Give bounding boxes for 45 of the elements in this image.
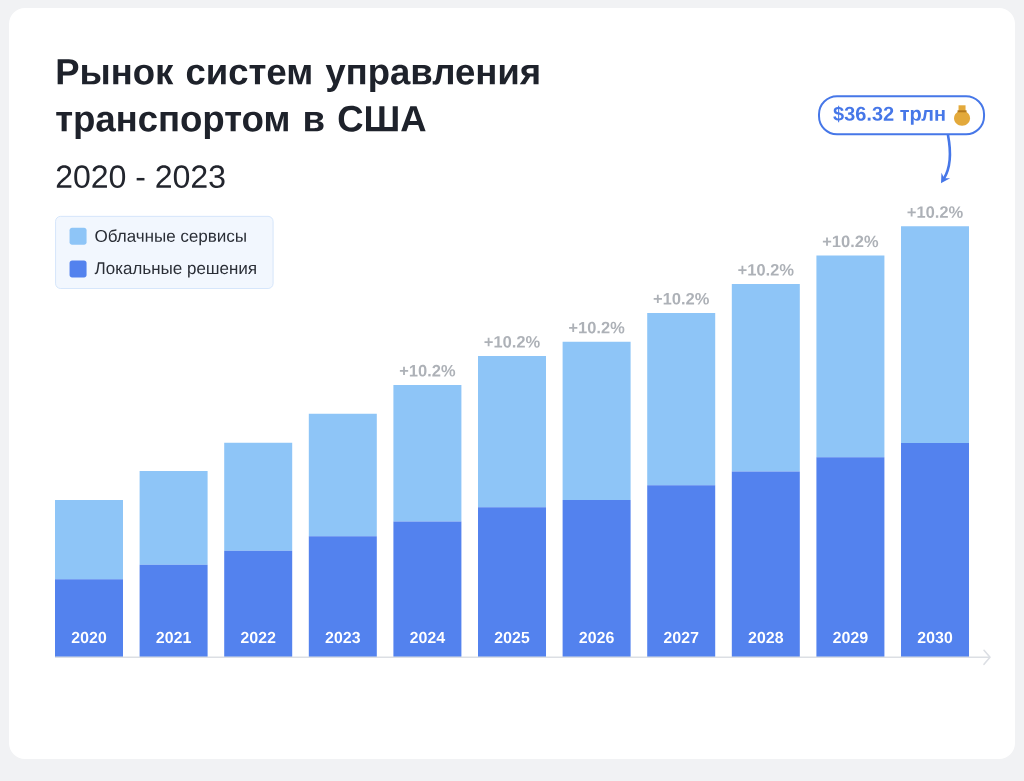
annotation: +10.2% (484, 336, 540, 348)
bar (816, 457, 885, 658)
bar (478, 356, 547, 508)
text: $36.32 трлн (833, 105, 945, 125)
annotation: +10.2% (907, 206, 963, 218)
bar (308, 536, 377, 658)
bar (647, 485, 716, 658)
legend-label: Локальные решения (94, 262, 256, 278)
annotation: +10.2% (738, 264, 794, 276)
bar (224, 442, 293, 551)
annotation: +10.2% (399, 364, 456, 377)
chart-subtitle: 2020 - 2023 (56, 165, 225, 188)
bar (562, 499, 631, 658)
bar (139, 471, 208, 565)
bar (731, 284, 800, 472)
x-tick-label: 2028 (748, 631, 784, 644)
bar (478, 507, 547, 658)
x-tick-label: 2022 (240, 631, 276, 644)
bar (139, 564, 208, 658)
bar (308, 413, 377, 537)
bar (55, 499, 123, 580)
x-tick-label: 2021 (156, 631, 191, 644)
bar (224, 550, 293, 658)
bar (393, 521, 462, 658)
x-tick-label: 2027 (663, 631, 699, 644)
bar (901, 226, 970, 444)
bar (562, 341, 631, 500)
bar (647, 312, 716, 486)
annotation: +10.2% (822, 235, 879, 248)
bar (55, 579, 123, 658)
annotation: +10.2% (569, 321, 625, 334)
bar (731, 471, 800, 658)
x-tick-label: 2029 (833, 631, 868, 644)
legend-label: Облачные сервисы (95, 229, 246, 246)
x-tick-label: 2030 (917, 631, 953, 644)
chart-title: Рынок систем управления транспортом в США (56, 59, 539, 139)
bar (901, 443, 970, 658)
bar (816, 255, 885, 458)
x-tick-label: 2020 (71, 631, 107, 644)
x-tick-label: 2025 (494, 631, 530, 644)
x-tick-label: 2026 (579, 631, 614, 644)
x-tick-label: 2024 (410, 631, 446, 644)
x-tick-label: 2023 (325, 631, 361, 644)
annotation: +10.2% (653, 292, 709, 305)
bar (393, 384, 462, 522)
